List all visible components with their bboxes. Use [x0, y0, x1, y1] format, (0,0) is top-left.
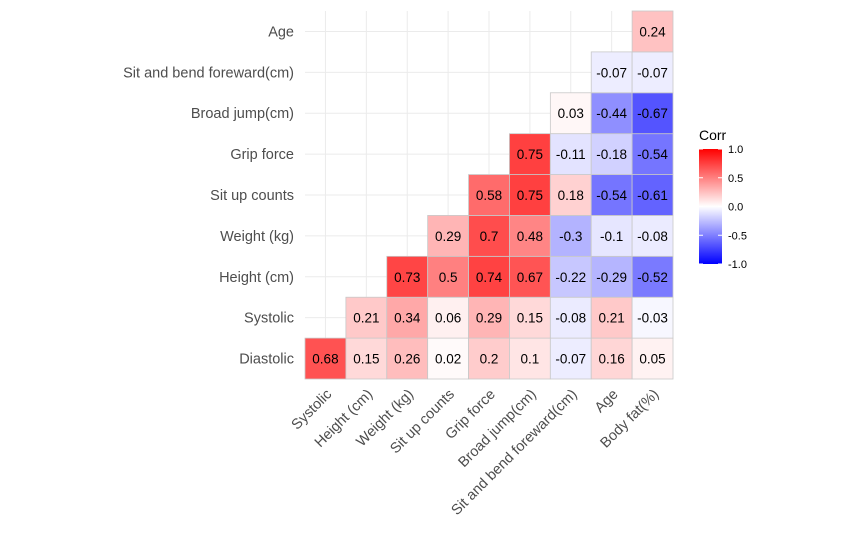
cell-value-label: -0.03: [637, 311, 668, 326]
cell-value-label: -0.67: [637, 106, 668, 121]
x-tick-label: Age: [592, 387, 622, 417]
cell-value-label: -0.52: [637, 270, 668, 285]
cell-value-label: -0.54: [637, 147, 668, 162]
heatmap-cell: [549, 255, 592, 298]
cell-value-label: 0.05: [639, 352, 665, 367]
heatmap-cell: [509, 337, 551, 380]
heatmap-cell: [468, 255, 510, 298]
y-tick-label: Age: [268, 24, 294, 40]
cell-value-label: 0.75: [517, 188, 543, 203]
cell-value-label: -0.07: [637, 65, 668, 80]
heatmap-cell: [468, 296, 510, 339]
heatmap-cell: [631, 92, 674, 135]
cell-value-label: 0.15: [353, 352, 379, 367]
legend-tick-label: -0.5: [728, 230, 747, 242]
cell-value-label: 0.15: [517, 311, 543, 326]
y-tick-label: Diastolic: [239, 352, 294, 368]
cell-value-label: -0.22: [555, 270, 586, 285]
heatmap-cell: [590, 255, 633, 298]
cell-value-label: 0.21: [353, 311, 379, 326]
heatmap-cell: [509, 133, 551, 175]
legend-colorbar: [699, 149, 722, 264]
cell-value-label: -0.07: [596, 65, 627, 80]
cell-value-label: 0.24: [639, 24, 666, 39]
cell-value-label: -0.29: [596, 270, 627, 285]
heatmap-cell: [509, 215, 551, 257]
legend-title: Corr: [699, 127, 727, 143]
cell-value-label: 0.5: [439, 270, 458, 285]
cell-value-label: -0.54: [596, 188, 627, 203]
cell-value-label: 0.29: [476, 311, 502, 326]
cell-value-label: -0.11: [556, 147, 586, 162]
cell-value-label: 0.06: [435, 311, 461, 326]
heatmap-cell: [631, 51, 674, 94]
heatmap-cell: [509, 255, 551, 298]
legend-tick-label: -1.0: [728, 259, 747, 271]
cell-value-label: 0.34: [394, 311, 421, 326]
cell-value-label: 0.67: [517, 270, 543, 285]
heatmap-cell: [590, 51, 633, 94]
heatmap-cell: [386, 255, 429, 298]
y-tick-label: Sit and bend foreward(cm): [123, 65, 294, 81]
y-tick-label: Sit up counts: [210, 188, 294, 204]
cell-value-label: -0.18: [596, 147, 627, 162]
cell-value-label: 0.03: [558, 106, 584, 121]
cell-value-label: 0.7: [480, 229, 499, 244]
heatmap-cells: [304, 10, 674, 380]
y-tick-label: Weight (kg): [220, 229, 294, 245]
heatmap-cell: [509, 174, 551, 216]
cell-value-label: 0.48: [517, 229, 543, 244]
cell-value-label: -0.1: [600, 229, 623, 244]
cell-value-label: -0.3: [559, 229, 582, 244]
heatmap-cell: [386, 337, 429, 380]
cell-value-label: -0.08: [637, 229, 668, 244]
y-axis: Diastolic Systolic Height (cm) Weight (kg) S…: [123, 24, 294, 367]
heatmap-cell: [468, 174, 510, 216]
cell-value-label: 0.18: [558, 188, 584, 203]
cell-value-label: 0.2: [480, 352, 499, 367]
cell-value-label: 0.26: [394, 352, 420, 367]
cell-value-label: -0.61: [637, 188, 668, 203]
legend-tick-label: 1.0: [728, 144, 743, 156]
cell-value-label: 0.68: [312, 352, 338, 367]
heatmap-cell: [509, 296, 551, 339]
heatmap-cell: [590, 174, 633, 216]
cell-value-label: 0.74: [476, 270, 503, 285]
legend-tick-label: 0.0: [728, 202, 743, 214]
heatmap-cell: [549, 133, 592, 175]
heatmap-cell: [631, 10, 674, 53]
y-tick-label: Systolic: [244, 311, 294, 327]
legend-tick-label: 0.5: [728, 173, 743, 185]
heatmap-cell: [427, 215, 469, 257]
cell-value-label: 0.58: [476, 188, 502, 203]
heatmap-cell: [549, 296, 592, 339]
cell-value-label: 0.21: [599, 311, 625, 326]
cell-labels: 0.68 0.15 0.21 0.26 0.34 0.73 0.02 0.06 0.5 0.29 0…: [312, 24, 668, 366]
heatmap-cell: [590, 337, 633, 380]
heatmap-cell: [590, 215, 633, 257]
cell-value-label: -0.08: [555, 311, 586, 326]
cell-value-label: -0.07: [555, 352, 586, 367]
cell-value-label: 0.75: [517, 147, 543, 162]
cell-value-label: 0.29: [435, 229, 461, 244]
cell-value-label: 0.1: [520, 352, 539, 367]
cell-value-label: 0.73: [394, 270, 420, 285]
cell-value-label: 0.16: [599, 352, 625, 367]
heatmap-cell: [549, 337, 592, 380]
heatmap-cell: [549, 215, 592, 257]
heatmap-cell: [549, 174, 592, 216]
heatmap-cell: [468, 215, 510, 257]
y-tick-label: Grip force: [230, 147, 294, 163]
legend: Corr 1.0 0.5 0.0 -0.5 -1.0: [699, 127, 747, 271]
y-tick-label: Broad jump(cm): [191, 106, 294, 122]
cell-value-label: 0.02: [435, 352, 461, 367]
legend-ticks: 1.0 0.5 0.0 -0.5 -1.0: [699, 144, 747, 271]
cell-value-label: -0.44: [596, 106, 627, 121]
y-tick-label: Height (cm): [219, 270, 294, 286]
